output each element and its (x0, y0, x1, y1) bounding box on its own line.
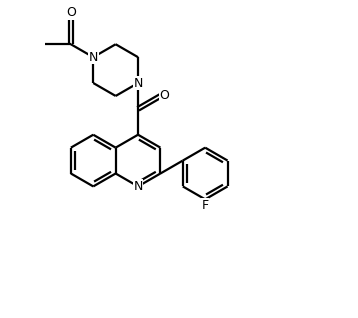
Text: F: F (202, 198, 209, 211)
Text: N: N (133, 77, 143, 90)
Text: O: O (159, 89, 169, 102)
Text: N: N (88, 51, 98, 64)
Text: O: O (66, 6, 76, 19)
Text: N: N (133, 180, 143, 193)
